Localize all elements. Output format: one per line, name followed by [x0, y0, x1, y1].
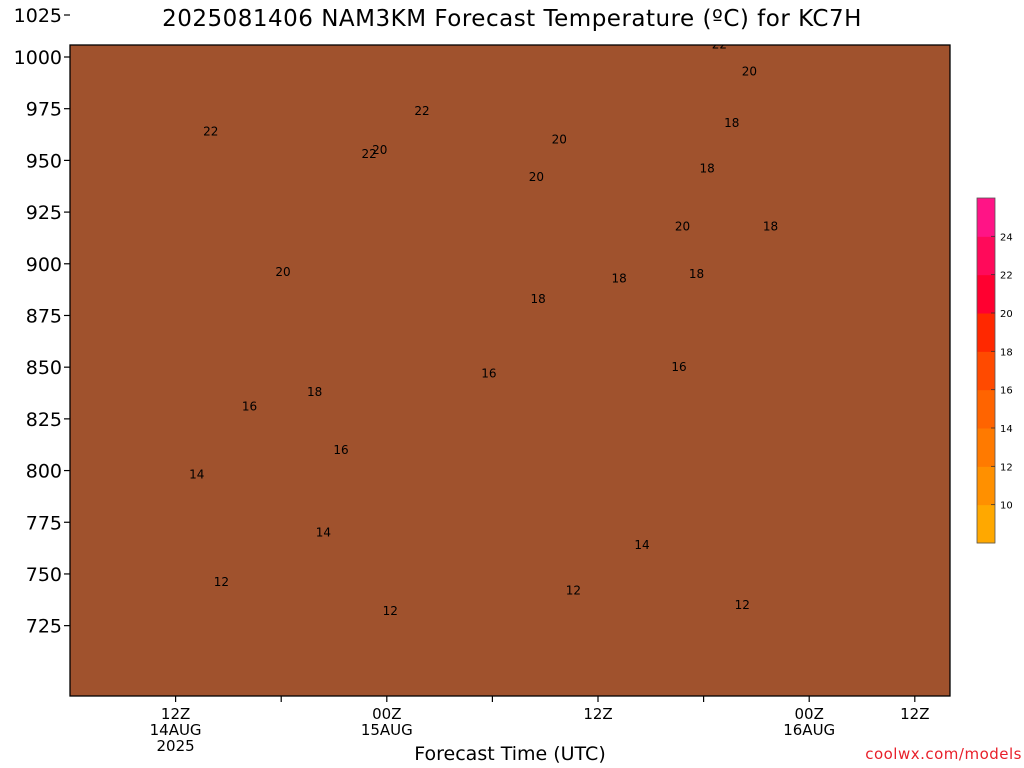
colorbar-label: 14 — [1000, 424, 1013, 435]
contour-label: 16 — [242, 399, 257, 413]
y-tick-label: 775 — [26, 512, 62, 534]
colorbar-swatch — [977, 504, 995, 544]
y-tick-label: 950 — [26, 150, 62, 172]
y-tick-label: 900 — [26, 254, 62, 276]
colorbar: 10 12 14 16 18 20 22 24 — [976, 197, 1013, 544]
colorbar-label: 24 — [1000, 232, 1013, 243]
colorbar-swatch — [977, 389, 995, 429]
colorbar-label: 10 — [1000, 501, 1013, 512]
y-tick-label: 1000 — [14, 47, 62, 69]
contour-label: 14 — [189, 468, 204, 482]
colorbar-frame — [976, 197, 996, 544]
contour-label: 20 — [742, 64, 757, 78]
contour-label: 18 — [307, 385, 322, 399]
terrain — [70, 45, 950, 696]
contour-label: 18 — [531, 292, 546, 306]
colorbar-label: 16 — [1000, 386, 1013, 397]
y-tick-label: 750 — [26, 564, 62, 586]
y-axis: 725 750 775 800 825 850 875 900 925 950 975 1000 102… — [14, 5, 70, 638]
credit-link[interactable]: coolwx.com/models — [865, 745, 1022, 763]
y-tick-label: 975 — [26, 99, 62, 121]
y-tick-label: 925 — [26, 202, 62, 224]
y-tick-label: 800 — [26, 461, 62, 483]
contour-label: 22 — [203, 124, 218, 138]
x-tick-label: 00Z — [795, 705, 824, 723]
y-tick-label: 1025 — [14, 5, 62, 27]
contour-labels: 12 12 12 12 14 14 14 16 16 16 16 18 18 18 18 18 18 18 20 20… — [189, 38, 778, 618]
colorbar-swatch — [977, 236, 995, 276]
x-tick-label: 14AUG — [150, 721, 202, 739]
contour-label: 16 — [333, 443, 348, 457]
x-tick-label: 00Z — [372, 705, 401, 723]
contour-label: 12 — [383, 604, 398, 618]
contour-label: 18 — [611, 271, 626, 285]
colorbar-label: 18 — [1000, 347, 1013, 358]
y-tick-label: 850 — [26, 357, 62, 379]
y-tick-label: 875 — [26, 305, 62, 327]
contour-label: 16 — [481, 366, 496, 380]
contour-label: 14 — [634, 538, 649, 552]
y-tick-label: 725 — [26, 616, 62, 638]
contour-label: 20 — [372, 143, 387, 157]
chart-title: 2025081406 NAM3KM Forecast Temperature (… — [162, 6, 862, 32]
colorbar-swatch — [977, 428, 995, 467]
contour-label: 18 — [699, 162, 714, 176]
terrain-ground — [70, 45, 950, 696]
contour-label: 22 — [414, 104, 429, 118]
colorbar-swatch — [977, 466, 995, 506]
contour-label: 12 — [214, 575, 229, 589]
x-tick-label: 12Z — [900, 705, 929, 723]
contour-label: 20 — [529, 170, 544, 184]
x-tick-label: 12Z — [161, 705, 190, 723]
contour-label: 18 — [763, 220, 778, 234]
plot-area: 12 12 12 12 14 14 14 16 16 16 16 18 18 18 18 18 18 18 20 20… — [70, 38, 950, 696]
contour-label: 20 — [675, 220, 690, 234]
y-tick-label: 825 — [26, 409, 62, 431]
contour-label: 18 — [724, 116, 739, 130]
colorbar-label: 12 — [1000, 462, 1013, 473]
colorbar-swatch — [977, 274, 995, 314]
colorbar-label: 22 — [1000, 271, 1013, 282]
contour-label: 12 — [566, 583, 581, 597]
colorbar-swatch — [977, 313, 995, 352]
x-tick-label: 12Z — [583, 705, 612, 723]
x-tick-label: 15AUG — [361, 721, 413, 739]
colorbar-swatch — [977, 351, 995, 391]
contour-label: 22 — [712, 38, 727, 52]
contour-label: 12 — [735, 598, 750, 612]
x-tick-label: 2025 — [157, 737, 195, 755]
contour-label: 20 — [275, 265, 290, 279]
contour-label: 16 — [671, 360, 686, 374]
x-tick-label: 16AUG — [783, 721, 835, 739]
contour-label: 20 — [552, 133, 567, 147]
colorbar-swatch — [977, 198, 995, 237]
contour-label: 22 — [362, 147, 377, 161]
contour-label: 18 — [689, 267, 704, 281]
x-axis-label: Forecast Time (UTC) — [414, 743, 606, 765]
plot-frame — [69, 44, 951, 697]
contour-label: 14 — [316, 526, 331, 540]
colorbar-label: 20 — [1000, 309, 1013, 320]
